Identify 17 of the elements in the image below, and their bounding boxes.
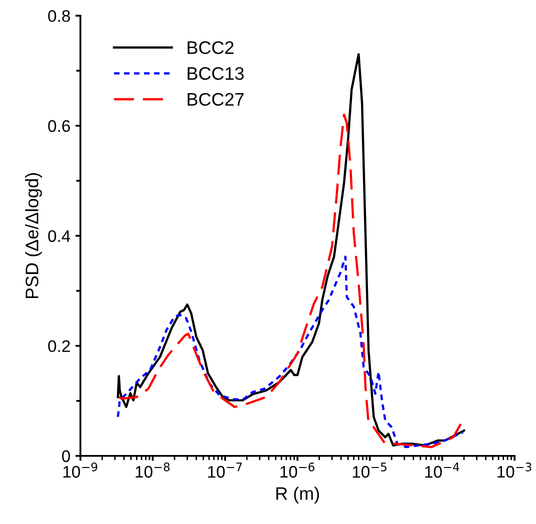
y-tick-label: 0.6 (48, 120, 70, 132)
legend-label: BCC27 (188, 92, 244, 106)
y-axis-title: PSD (Δe/Δlogd) (25, 173, 42, 298)
legend-label: BCC2 (188, 41, 234, 54)
y-tick-label: 0 (62, 450, 70, 462)
x-tick-label: 10$^{−9}$ (63, 462, 98, 478)
x-tick-label: 10$^{−8}$ (136, 462, 170, 478)
y-tick-label: 0.2 (48, 340, 70, 352)
x-tick-label: 10$^{−3}$ (498, 462, 532, 478)
y-tick-label: 0.8 (48, 10, 70, 22)
x-tick-label: 10$^{−4}$ (425, 462, 460, 478)
y-tick-label: 0.4 (48, 230, 70, 242)
legend-label: BCC13 (188, 67, 244, 80)
x-tick-label: 10$^{−5}$ (352, 462, 386, 478)
x-tick-label: 10$^{−6}$ (280, 462, 314, 478)
x-axis-title: R (m) (276, 486, 319, 504)
x-tick-label: 10$^{−7}$ (208, 462, 242, 478)
